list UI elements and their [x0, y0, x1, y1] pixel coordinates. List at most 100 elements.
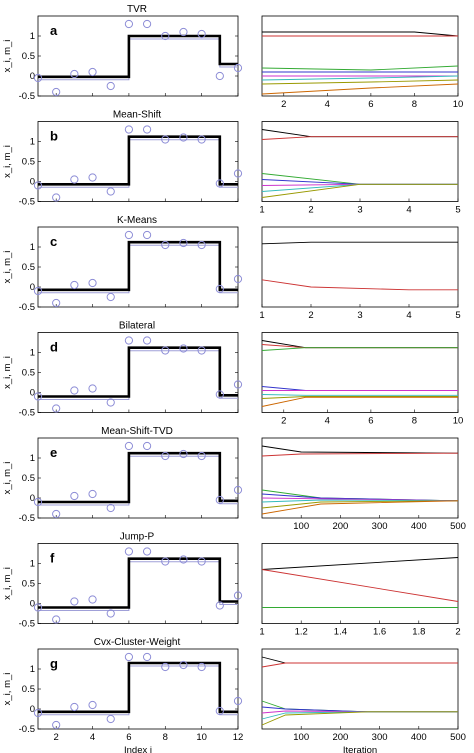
estimate-step-line [38, 135, 238, 186]
x-tick-label: 4 [406, 205, 411, 216]
plot-frame [261, 226, 459, 308]
y-axis-label: x_i, m_i [2, 40, 13, 73]
sample-point [233, 63, 243, 73]
y-tick-label: -0.5 [19, 302, 35, 313]
trajectory-line [261, 656, 458, 664]
sample-point [70, 69, 79, 79]
reference-line [38, 244, 238, 294]
x-tick-label: 500 [450, 732, 466, 743]
panel-letter: d [50, 340, 58, 355]
sample-point [88, 173, 97, 182]
sample-point [179, 27, 188, 37]
sample-point [106, 187, 115, 196]
sample-point [161, 240, 170, 250]
sample-point [142, 652, 152, 662]
y-tick-label: 0.5 [22, 51, 35, 62]
trajectory-line [261, 394, 458, 396]
sample-point [233, 380, 243, 389]
sample-point [197, 451, 206, 461]
sample-point [33, 181, 43, 190]
y-tick-label: 0 [30, 71, 35, 82]
trajectory-line [261, 452, 459, 457]
panel-title-b: Mean-Shift [113, 110, 162, 121]
y-tick-label: 0 [30, 388, 35, 399]
trajectory-line [261, 445, 459, 454]
trajectory-line [261, 75, 459, 81]
plot-frame [37, 648, 239, 730]
x-tick-label: 100 [293, 521, 309, 532]
sample-point [124, 230, 134, 240]
plot-frame [37, 332, 239, 413]
plot-frame [37, 543, 239, 624]
panel-a: -0.5 0 0.5 1 x_i, m_i a [2, 15, 243, 102]
x-tick-label: 8 [412, 99, 417, 110]
x-tick-label: 8 [163, 732, 168, 743]
x-tick-label: 6 [368, 416, 373, 427]
sample-point [106, 609, 115, 618]
sample-point [179, 344, 188, 353]
y-tick-label: 0 [30, 704, 35, 715]
sample-point [179, 555, 188, 564]
sample-point [33, 497, 43, 507]
sample-point [197, 135, 206, 144]
sample-point [88, 67, 97, 77]
estimate-step-line [38, 240, 238, 292]
x-tick-label: 4 [325, 416, 330, 427]
x-tick-label: 1.6 [373, 627, 386, 638]
sample-point [106, 292, 115, 302]
sample-point [215, 179, 224, 188]
x-tick-label: 1 [259, 205, 264, 216]
trajectory-line [261, 279, 458, 291]
sample-point [52, 615, 61, 624]
x-tick-label: 10 [453, 416, 464, 427]
y-tick-label: 0 [30, 599, 35, 610]
sample-point [215, 601, 224, 610]
x-tick-label: 500 [450, 521, 466, 532]
y-tick-label: 0 [30, 493, 35, 504]
sample-point [106, 714, 115, 724]
panel-b: -0.5 0 0.5 1 x_i, m_i b [2, 121, 243, 208]
x-tick-label: 1.8 [412, 627, 425, 638]
plot-frame [37, 15, 239, 97]
reference-line [38, 139, 238, 188]
sample-point [52, 509, 61, 519]
trajectory-line [261, 129, 458, 138]
x-tick-label: 4 [406, 310, 411, 321]
x-tick-label: 200 [332, 521, 348, 532]
x-axis-label-iteration: Iteration [343, 745, 377, 753]
plot-frame [261, 648, 459, 730]
panel-title-e: Mean-Shift-TVD [101, 426, 173, 437]
trajectory-line [261, 662, 458, 668]
plot-frame [261, 543, 459, 624]
sample-point [88, 700, 97, 710]
sample-point [70, 386, 79, 395]
sample-point [124, 19, 134, 29]
panel-f: -0.5 0 0.5 1 x_i, m_i f [2, 543, 243, 630]
panel-letter: g [50, 656, 58, 671]
sample-point [52, 298, 61, 308]
sample-point [197, 346, 206, 355]
y-tick-label: -0.5 [19, 197, 35, 208]
x-tick-label: 3 [357, 205, 362, 216]
sample-point [124, 336, 134, 345]
estimate-step-line [38, 661, 238, 714]
sample-point [52, 720, 61, 730]
sample-point [33, 73, 43, 83]
sample-point [70, 491, 79, 501]
y-tick-label: 0 [30, 282, 35, 293]
x-tick-label: 3 [357, 310, 362, 321]
x-tick-label: 8 [412, 416, 417, 427]
sample-point [215, 706, 224, 716]
y-tick-label: 1 [30, 453, 35, 464]
panel-letter: e [50, 445, 57, 460]
y-tick-label: -0.5 [19, 513, 35, 524]
sample-point [161, 557, 170, 566]
trajectory-line [261, 711, 458, 726]
sample-point [161, 451, 170, 461]
x-tick-label: 2 [308, 310, 313, 321]
panel-d-iterations: 2 4 6 8 10 [261, 332, 464, 427]
sample-point [197, 557, 206, 566]
y-axis-label: x_i, m_i [2, 673, 13, 706]
panel-title-d: Bilateral [119, 321, 155, 332]
trajectory-line [261, 79, 459, 85]
